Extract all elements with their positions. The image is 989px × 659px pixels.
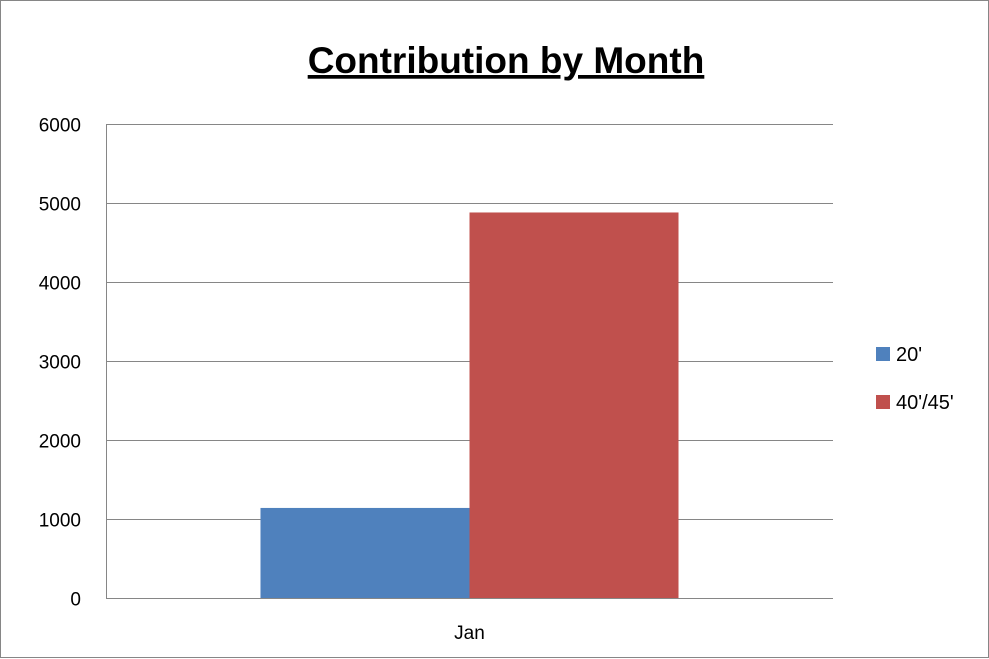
legend: 20' 40'/45' — [876, 344, 954, 414]
y-tick-label-2000: 2000 — [39, 432, 81, 453]
bar-jan-series-2 — [469, 212, 679, 599]
axes: 0 1000 2000 3000 4000 5000 6000 Jan — [39, 116, 485, 645]
y-tick-label-6000: 6000 — [39, 116, 81, 137]
chart-title: Contribution by Month — [308, 40, 705, 81]
y-tick-label-3000: 3000 — [39, 353, 81, 374]
y-tick-label-4000: 4000 — [39, 274, 81, 295]
y-tick-label-5000: 5000 — [39, 195, 81, 216]
x-tick-label-jan: Jan — [454, 623, 485, 644]
y-tick-label-1000: 1000 — [39, 511, 81, 532]
bars — [260, 212, 679, 599]
y-tick-label-0: 0 — [70, 590, 81, 611]
legend-swatch-2 — [876, 395, 890, 409]
legend-label-2: 40'/45' — [896, 392, 954, 414]
legend-label-1: 20' — [896, 344, 922, 366]
legend-swatch-1 — [876, 347, 890, 361]
bar-jan-series-1 — [260, 507, 470, 598]
